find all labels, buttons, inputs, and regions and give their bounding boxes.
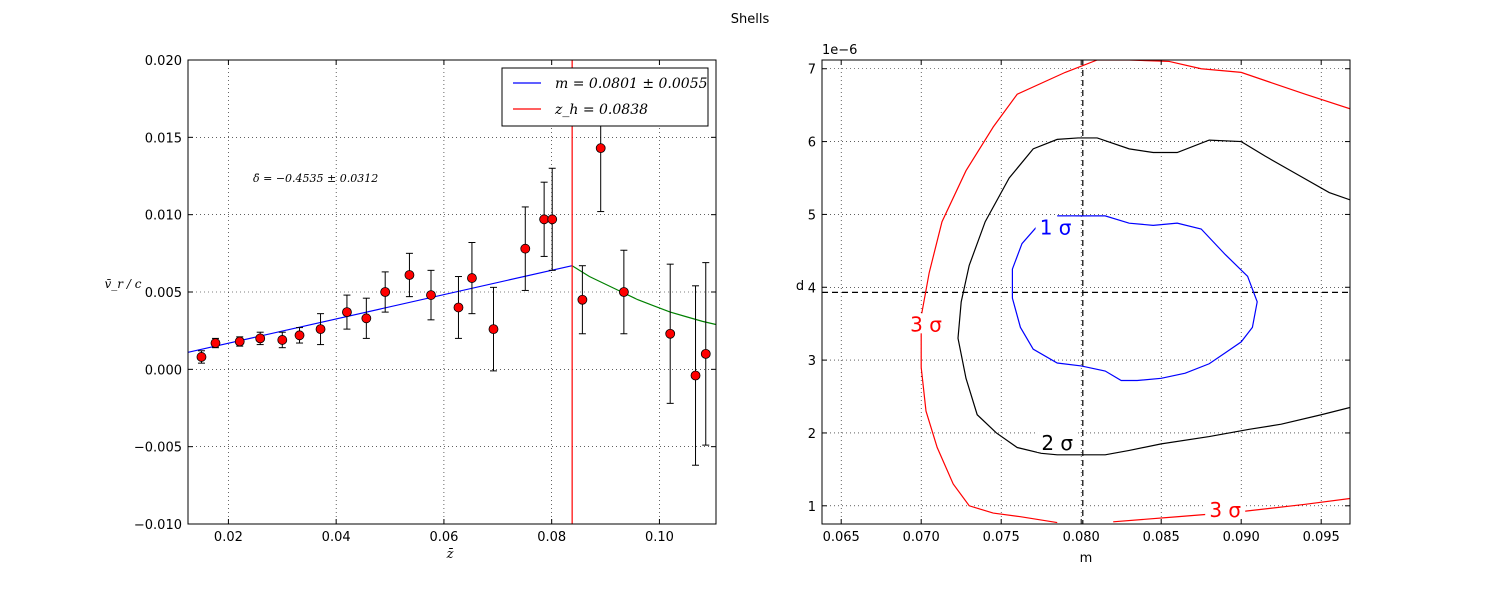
data-point (595, 143, 606, 154)
fit-line (188, 265, 573, 353)
contour-label: 3 σ (910, 312, 942, 336)
contour-line-3sigma (920, 60, 1350, 524)
data-point (315, 324, 326, 335)
figure-title: Shells (731, 12, 770, 27)
data-point (690, 370, 701, 381)
legend: m = 0.0801 ± 0.0055 z_h = 0.0838 (501, 67, 709, 127)
green-tail-curve (571, 265, 716, 326)
right-y-tick-label: 2 (808, 427, 816, 442)
right-ticks: 0.065 0.070 0.075 0.080 0.085 0.090 0.095 7 6 5 4 3… (808, 60, 1350, 545)
right-x-tick-label: 0.070 (903, 530, 940, 545)
contour-label: 1 σ (1040, 215, 1072, 239)
right-x-tick-label: 0.065 (823, 530, 860, 545)
legend-label-fit: m = 0.0801 ± 0.0055 (555, 76, 708, 92)
left-panel: 0.02 0.04 0.06 0.08 0.10 0.020 0.015 0.010 0.005… (105, 54, 717, 562)
left-y-tick-label: −0.010 (134, 518, 182, 533)
right-x-tick-label: 0.080 (1063, 530, 1100, 545)
right-grid (822, 60, 1350, 524)
data-point (700, 348, 711, 359)
data-point (618, 287, 629, 297)
data-point (577, 294, 588, 305)
left-x-tick-label: 0.02 (214, 530, 243, 545)
data-point (467, 273, 477, 283)
data-point (539, 214, 550, 225)
right-y-tick-label: 3 (808, 354, 816, 369)
data-point (404, 270, 415, 280)
data-point (665, 328, 676, 339)
right-y-axis-label: d (796, 279, 804, 294)
data-point (380, 287, 391, 297)
right-x-axis-label: m (1080, 551, 1093, 566)
left-x-axis-label: z̄ (446, 547, 454, 562)
right-x-tick-label: 0.085 (1143, 530, 1180, 545)
contour-line-1sigma (1011, 215, 1258, 382)
contour-label: 2 σ (1041, 431, 1073, 455)
data-point (361, 313, 372, 324)
data-point (294, 330, 305, 341)
contour-label: 3 σ (1209, 498, 1241, 522)
right-axes-frame (821, 59, 1351, 525)
left-plot-area (188, 60, 716, 524)
data-point (255, 333, 266, 344)
data-point (547, 214, 558, 225)
right-y-tick-label: 6 (808, 136, 816, 151)
data-point (520, 243, 531, 254)
data-point (234, 336, 245, 347)
left-y-tick-label: 0.005 (145, 286, 182, 301)
data-point (426, 290, 436, 300)
data-point (488, 324, 499, 335)
right-x-tick-label: 0.095 (1303, 530, 1340, 545)
data-point (277, 335, 288, 345)
data-point (342, 307, 352, 318)
right-y-tick-label: 5 (808, 208, 816, 223)
right-plot-area: 1 σ 2 σ 3 σ 3 σ (822, 60, 1350, 524)
legend-label-horizon: z_h = 0.0838 (554, 102, 648, 118)
left-x-tick-label: 0.08 (537, 530, 566, 545)
left-y-tick-label: 0.000 (145, 363, 182, 378)
contour-label-background (1205, 499, 1246, 520)
contour-label-background (1035, 216, 1076, 237)
left-y-tick-label: 0.015 (145, 131, 182, 146)
contour-label-background (906, 313, 946, 334)
legend-box (501, 67, 709, 127)
data-point (196, 352, 207, 362)
data-point (210, 338, 221, 348)
right-x-tick-label: 0.090 (1223, 530, 1260, 545)
contour-line-2sigma (957, 137, 1350, 456)
left-x-tick-label: 0.10 (645, 530, 674, 545)
right-panel: 1 σ2 σ3 σ3 σ 0.065 0.070 0.075 0.080 0.085 0.… (796, 43, 1351, 566)
left-y-tick-label: 0.010 (145, 209, 182, 224)
left-ticks: 0.02 0.04 0.06 0.08 0.10 0.020 0.015 0.010 0.005… (134, 54, 716, 545)
data-point (453, 302, 464, 313)
left-y-tick-label: −0.005 (134, 441, 182, 456)
right-y-tick-label: 7 (808, 63, 816, 78)
left-y-tick-label: 0.020 (145, 54, 182, 69)
right-y-tick-label: 1 (808, 500, 816, 515)
contour-label-background (1037, 432, 1078, 453)
left-grid (188, 59, 716, 525)
right-y-offset-label: 1e−6 (822, 43, 857, 58)
delta-annotation: δ̄ = −0.4535 ± 0.0312 (253, 172, 378, 185)
left-x-tick-label: 0.04 (322, 530, 351, 545)
right-x-tick-label: 0.075 (983, 530, 1020, 545)
left-y-axis-label: v̄_r / c (105, 277, 142, 291)
right-y-tick-label: 4 (808, 281, 816, 296)
left-x-tick-label: 0.06 (429, 530, 458, 545)
